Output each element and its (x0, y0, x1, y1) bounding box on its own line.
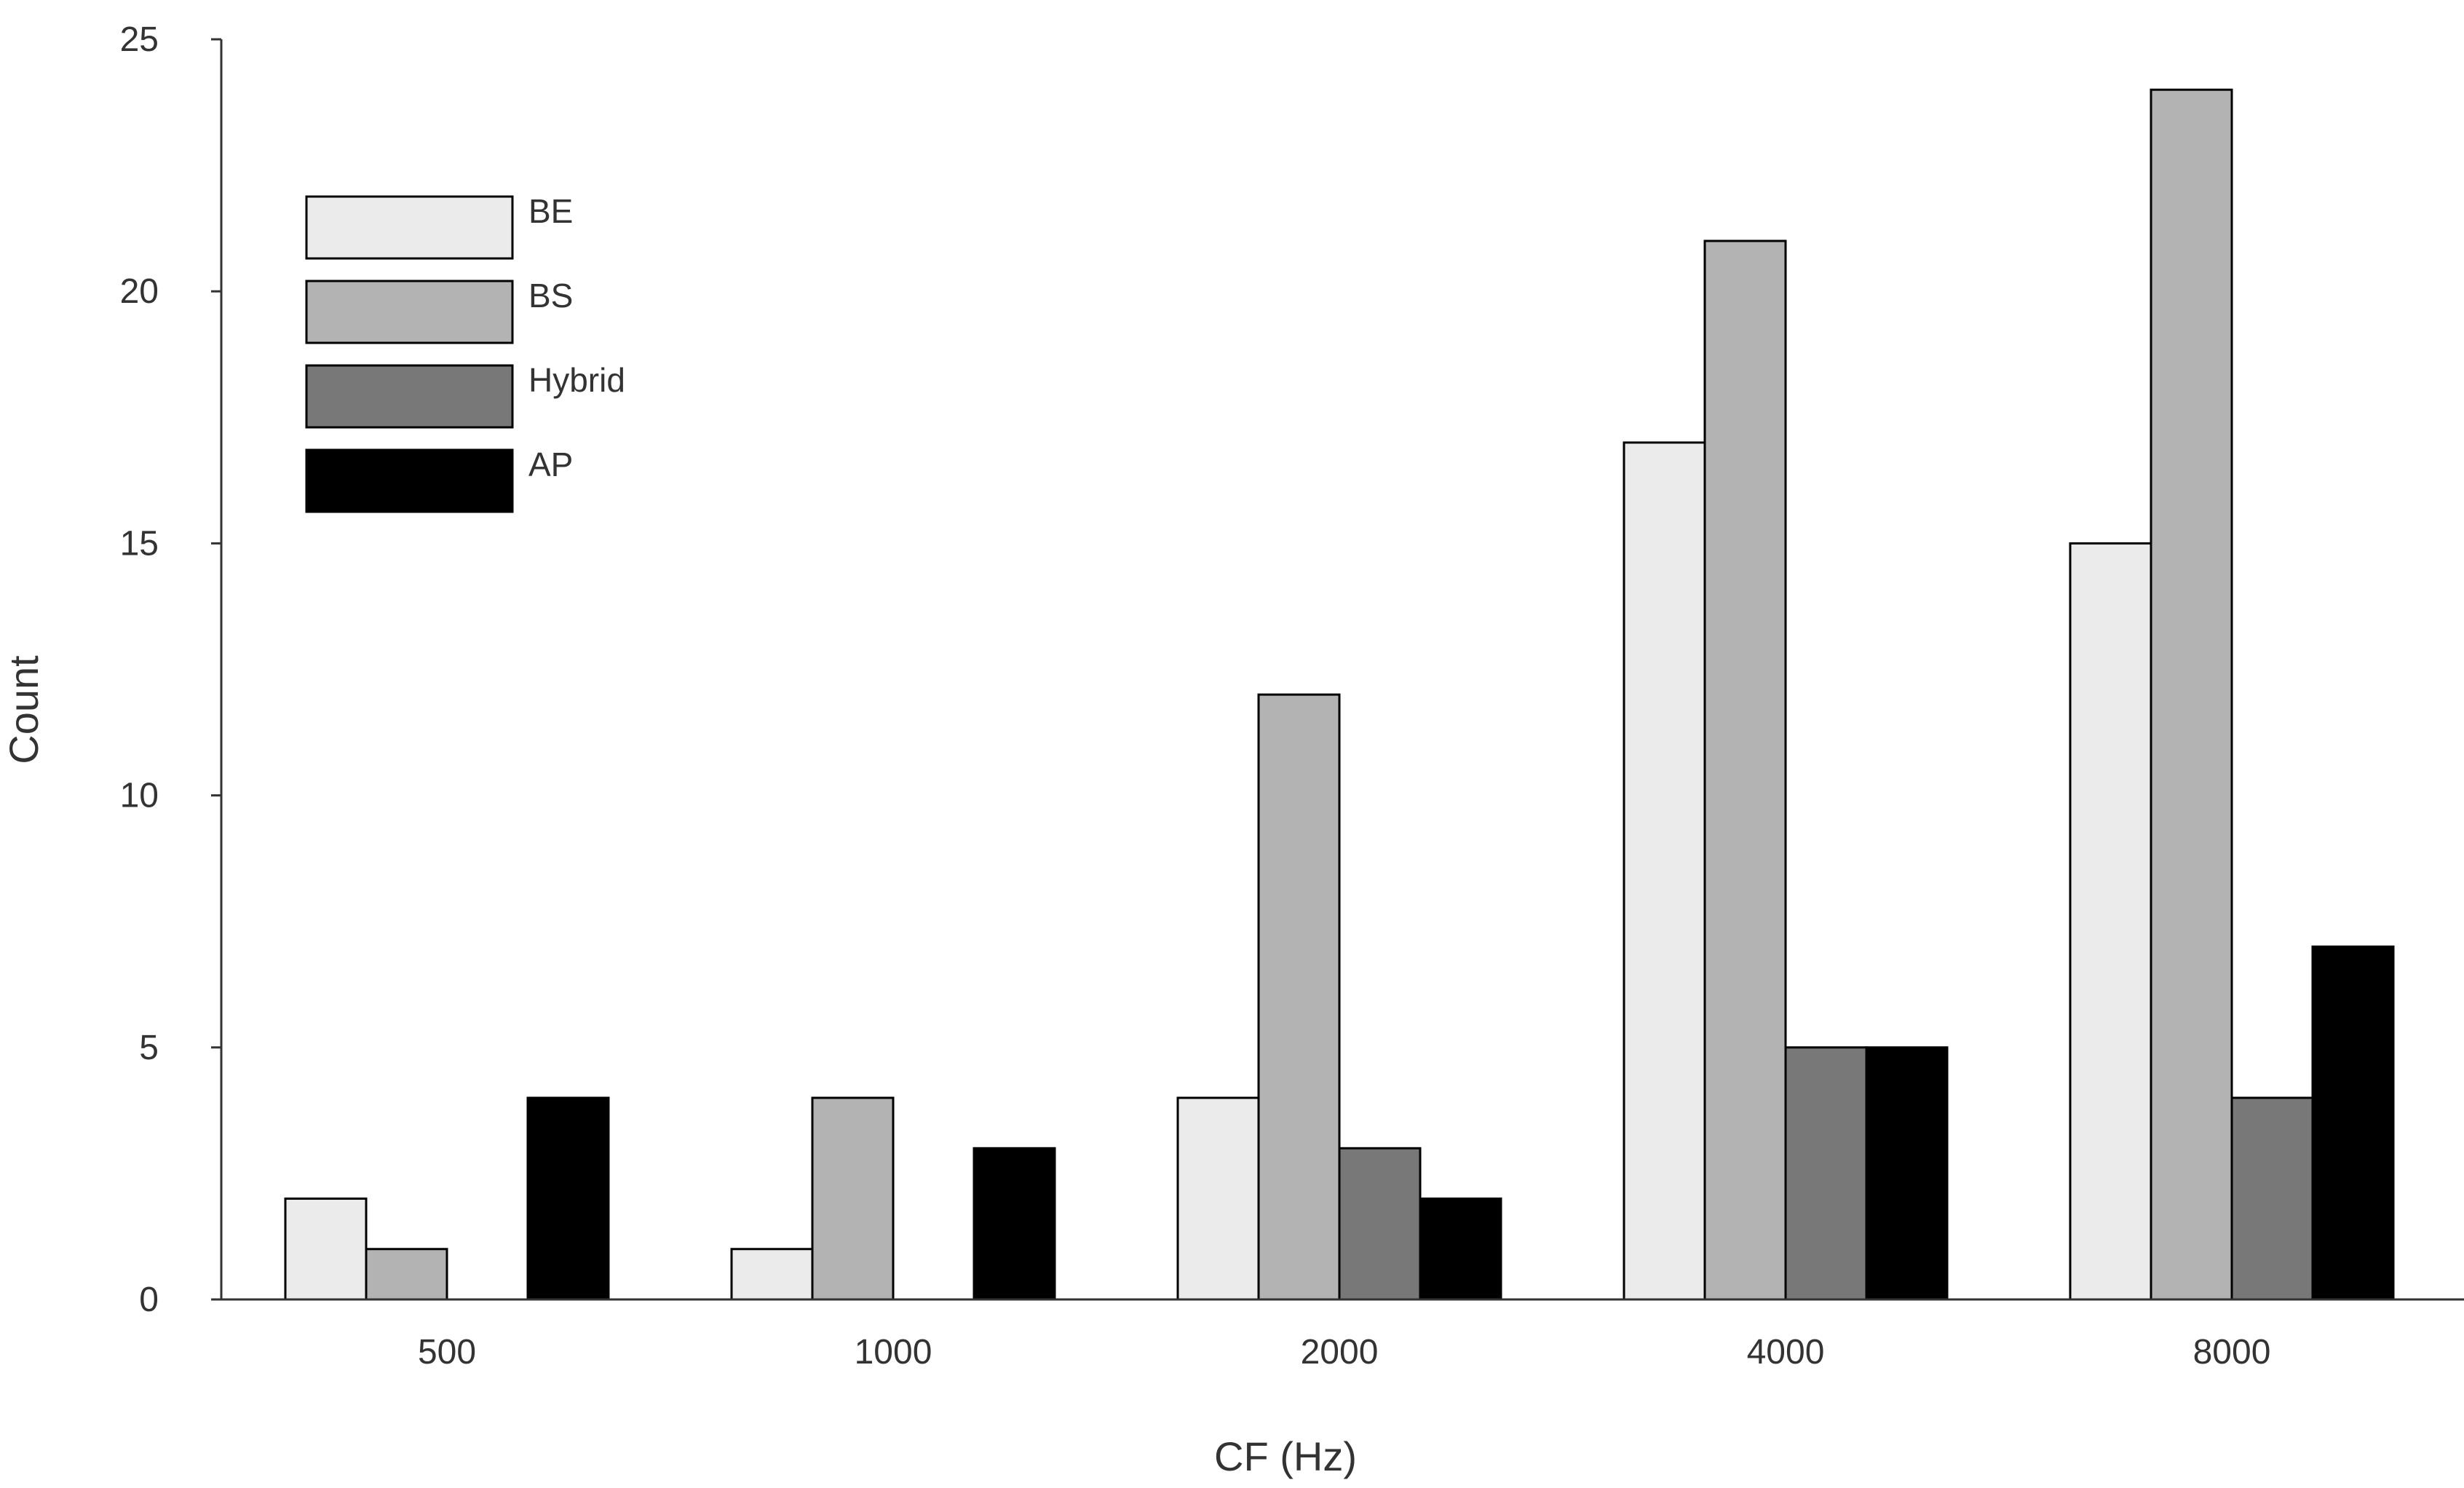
bar-be-8000 (2069, 542, 2152, 1301)
y-axis-title: Count (1, 655, 47, 764)
legend-label-be: BE (528, 192, 573, 230)
legend-swatch-bs (305, 280, 514, 344)
bar-be-500 (284, 1198, 368, 1301)
x-tick-label: 1000 (855, 1333, 932, 1372)
bar-ap-1000 (972, 1147, 1056, 1301)
y-tick-label: 5 (139, 1029, 159, 1067)
bar-bs-8000 (2150, 88, 2233, 1301)
bar-bs-2000 (1257, 693, 1341, 1301)
x-tick-label: 4000 (1747, 1333, 1825, 1372)
bar-bs-1000 (811, 1096, 895, 1301)
x-tick-label: 8000 (2193, 1333, 2271, 1372)
y-tick-label: 0 (139, 1281, 159, 1319)
legend-swatch-hybrid (305, 364, 514, 429)
bar-be-2000 (1176, 1096, 1260, 1301)
y-tick-label: 15 (120, 524, 159, 563)
bar-ap-500 (526, 1096, 610, 1301)
bar-bs-500 (365, 1248, 448, 1301)
x-tick-labels: 500 1000 2000 4000 8000 (418, 1333, 2270, 1372)
legend-swatch-ap (305, 448, 514, 513)
bar-be-1000 (730, 1248, 814, 1301)
y-ticks: 0 5 10 15 20 25 (120, 20, 221, 1319)
y-tick-label: 10 (120, 777, 159, 815)
x-axis-title: CF (Hz) (1214, 1433, 1357, 1479)
bars-layer (284, 88, 2395, 1301)
legend: BE BS Hybrid AP (305, 192, 625, 513)
bar-bs-4000 (1703, 240, 1787, 1301)
legend-label-bs: BS (528, 277, 573, 314)
bar-hybrid-8000 (2230, 1096, 2314, 1301)
legend-label-hybrid: Hybrid (528, 361, 625, 399)
bar-ap-4000 (1865, 1046, 1949, 1301)
x-tick-label: 2000 (1301, 1333, 1379, 1372)
bar-ap-8000 (2311, 945, 2395, 1301)
bar-hybrid-2000 (1338, 1147, 1422, 1301)
bar-ap-2000 (1419, 1198, 1502, 1301)
axes-layer (220, 39, 2464, 1301)
x-tick-label: 500 (418, 1333, 476, 1372)
legend-swatch-be (305, 195, 514, 260)
bar-be-4000 (1623, 441, 1706, 1301)
y-tick-label: 25 (120, 20, 159, 59)
y-tick-label: 20 (120, 272, 159, 311)
bar-hybrid-4000 (1784, 1046, 1868, 1301)
legend-label-ap: AP (528, 446, 573, 483)
